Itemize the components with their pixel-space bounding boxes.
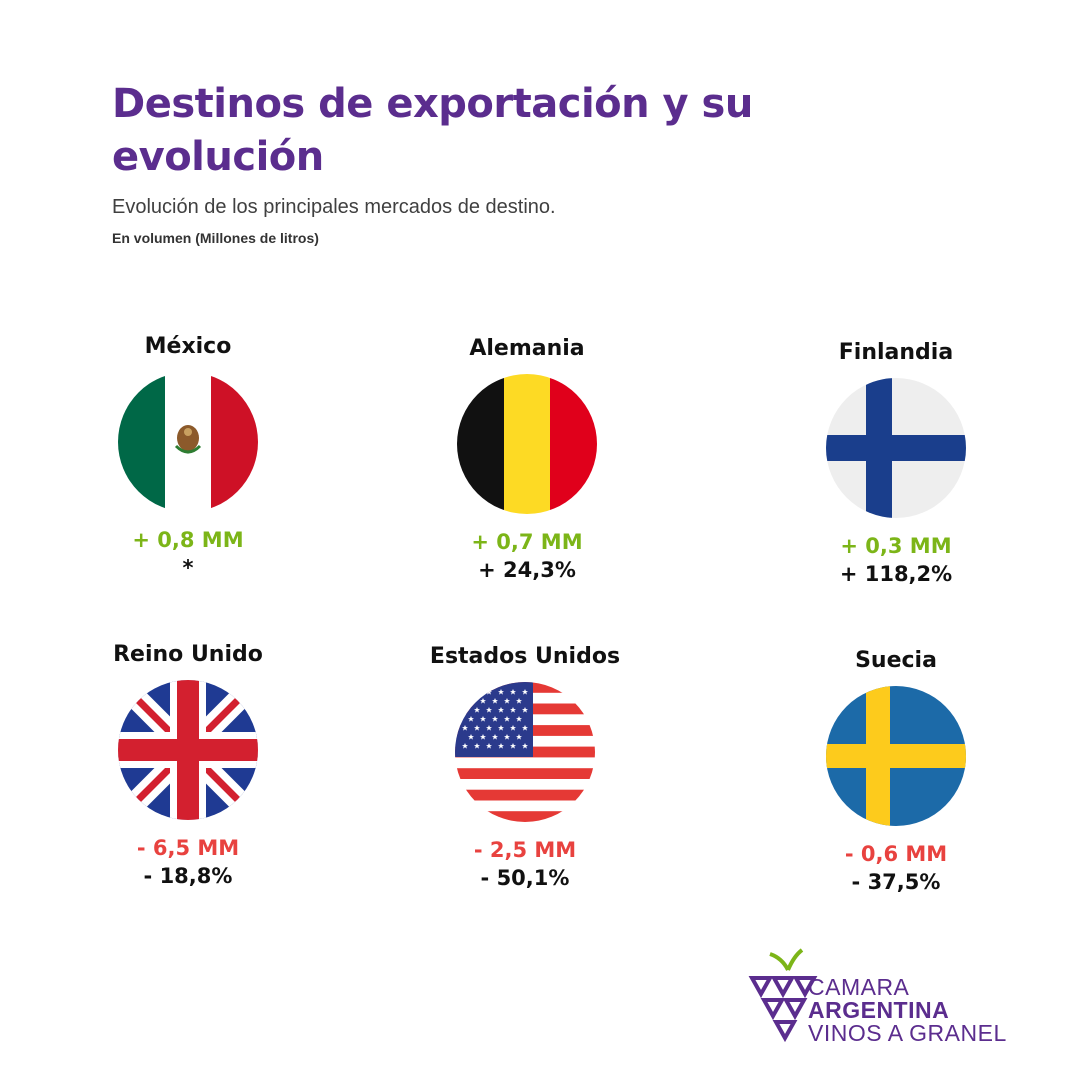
volume-change: - 6,5 MM <box>136 836 240 860</box>
logo-line-1: CAMARA <box>808 974 910 1000</box>
page-subtitle: Evolución de los principales mercados de… <box>112 196 556 218</box>
logo-line-2: ARGENTINA <box>808 997 950 1023</box>
country-card-mexico: México + 0,8 MM * <box>48 332 328 582</box>
country-name: Suecia <box>855 648 937 673</box>
country-name: Alemania <box>469 336 585 361</box>
country-card-finlandia: Finlandia + 0,3 MM + 118,2% <box>756 338 1036 588</box>
percent-change: + 24,3% <box>478 558 576 582</box>
percent-change: - 18,8% <box>143 864 233 888</box>
country-name: México <box>144 334 232 359</box>
country-card-alemania: Alemania + 0,7 MM + 24,3% <box>387 334 667 584</box>
country-card-reino-unido: Reino Unido - 6,5 MM - 18,8% <box>48 640 328 890</box>
unit-label: En volumen (Millones de litros) <box>112 230 319 246</box>
grape-logo-icon <box>748 948 818 1043</box>
belgium-flag-icon <box>457 374 597 514</box>
country-name: Estados Unidos <box>429 644 621 669</box>
volume-change: + 0,7 MM <box>471 530 583 554</box>
country-name: Finlandia <box>838 340 954 365</box>
mexico-flag-icon <box>118 372 258 512</box>
volume-change: - 0,6 MM <box>844 842 948 866</box>
percent-change: - 37,5% <box>851 870 941 894</box>
finland-flag-icon <box>826 378 966 518</box>
volume-change: - 2,5 MM <box>473 838 577 862</box>
percent-change: + 118,2% <box>839 562 953 586</box>
uk-flag-icon <box>118 680 258 820</box>
sweden-flag-icon <box>826 686 966 826</box>
percent-change: - 50,1% <box>480 866 570 890</box>
page-title: Destinos de exportación y su evolución <box>112 81 753 180</box>
percent-change: * <box>182 556 194 580</box>
usa-flag-icon <box>455 682 595 822</box>
country-card-suecia: Suecia - 0,6 MM - 37,5% <box>756 646 1036 896</box>
country-name: Reino Unido <box>113 642 263 667</box>
logo-text: CAMARA ARGENTINA VINOS A GRANEL <box>808 976 1007 1045</box>
volume-change: + 0,8 MM <box>132 528 244 552</box>
country-card-estados-unidos: Estados Unidos - 2,5 MM - 50,1% <box>385 642 665 892</box>
volume-change: + 0,3 MM <box>840 534 952 558</box>
logo-line-3: VINOS A GRANEL <box>808 1020 1007 1046</box>
